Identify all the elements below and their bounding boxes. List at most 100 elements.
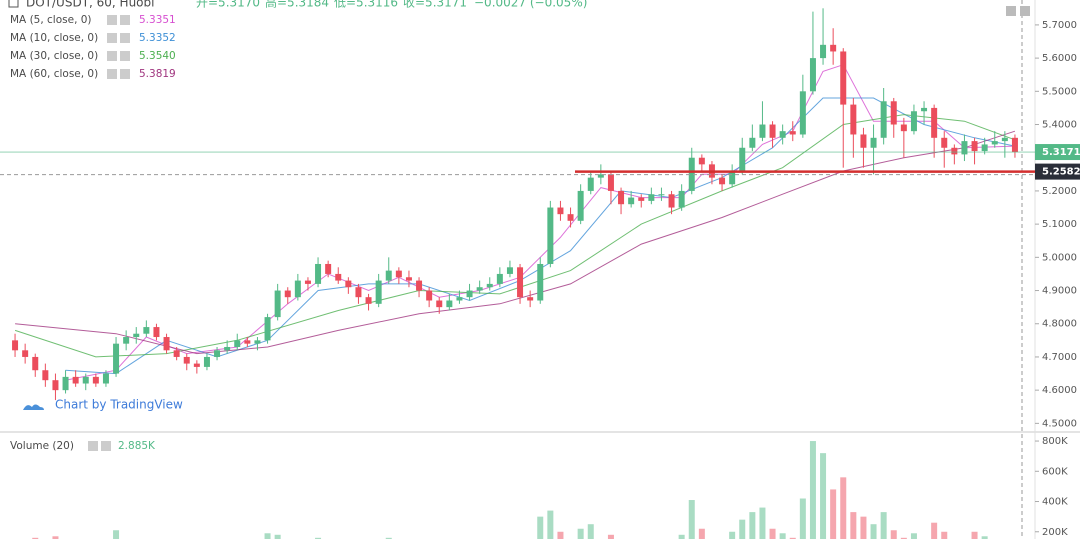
ma-value: 5.3819	[139, 68, 176, 80]
overlay	[0, 151, 1035, 176]
ma-value: 5.3540	[139, 50, 176, 62]
volume-bar	[587, 524, 594, 539]
candle-body	[123, 337, 130, 344]
remove-icon[interactable]	[120, 51, 130, 61]
ohlc-open: 开=5.3170	[196, 0, 260, 10]
candle-body	[527, 297, 534, 301]
candle-body	[254, 340, 261, 344]
candle-body	[405, 277, 412, 281]
ma-name: MA (30, close, 0)	[10, 50, 98, 62]
plot-area	[12, 8, 1018, 539]
candle-body	[668, 194, 675, 208]
candle-body	[284, 290, 291, 298]
candle-body	[628, 197, 635, 205]
candle-body	[769, 124, 776, 138]
ma-line	[15, 130, 1016, 355]
candle-body	[62, 376, 69, 391]
candle-body	[436, 300, 443, 308]
volume-bar	[52, 536, 59, 539]
candle-body	[759, 124, 766, 138]
y-tick-label: 4.7000	[1042, 352, 1077, 363]
settings-icon[interactable]	[88, 441, 98, 451]
volume-bar	[799, 498, 806, 539]
volume-bar	[971, 531, 978, 539]
volume-bar	[577, 528, 584, 539]
settings-icon[interactable]	[107, 69, 117, 79]
candle-body	[214, 350, 221, 357]
candle-body	[335, 273, 342, 281]
candle-body	[72, 376, 79, 384]
candle-body	[234, 340, 241, 347]
candle-body	[951, 147, 958, 155]
candle-body	[153, 327, 160, 338]
candle-body	[931, 107, 938, 138]
remove-icon[interactable]	[120, 33, 130, 43]
candle-body	[193, 363, 200, 367]
candle-body	[325, 263, 332, 274]
ma-name: MA (5, close, 0)	[10, 14, 92, 26]
y-tick-label: 5.0000	[1042, 252, 1077, 263]
candle-body	[1001, 137, 1008, 142]
y-tick-label: 5.7000	[1042, 20, 1077, 31]
y-tick-label: 5.6000	[1042, 53, 1077, 64]
volume-bar	[274, 534, 281, 539]
candle-body	[638, 197, 645, 201]
candle-body	[779, 131, 786, 138]
volume-bar	[729, 531, 736, 539]
volume-bar	[931, 522, 938, 539]
candle-body	[264, 317, 271, 341]
settings-icon[interactable]	[107, 51, 117, 61]
candle-body	[486, 283, 493, 288]
watermark-text[interactable]: Chart by TradingView	[55, 398, 183, 412]
candle-body	[840, 51, 847, 105]
y-tick-label: 4.8000	[1042, 319, 1077, 330]
volume-title: Volume (20)	[10, 440, 74, 452]
candle-body	[830, 44, 837, 52]
volume-tick-label: 600K	[1042, 466, 1068, 477]
volume-bar	[820, 453, 827, 539]
candle-body	[607, 174, 614, 191]
ma-value: 5.3352	[139, 32, 176, 44]
candle-body	[32, 356, 39, 371]
pane-button[interactable]	[1006, 6, 1016, 16]
y-tick-label: 4.9000	[1042, 286, 1077, 297]
candle-body	[133, 333, 140, 338]
settings-icon[interactable]	[107, 33, 117, 43]
candle-body	[42, 370, 49, 381]
volume-bar	[678, 534, 685, 539]
y-tick-label: 5.2000	[1042, 186, 1077, 197]
candle-body	[890, 101, 897, 125]
candle-body	[274, 290, 281, 318]
remove-icon[interactable]	[120, 15, 130, 25]
volume-bar	[900, 537, 907, 539]
volume-bar	[315, 537, 322, 539]
candle-body	[981, 144, 988, 152]
ma-value: 5.3351	[139, 14, 176, 26]
y-tick-label: 5.5000	[1042, 86, 1077, 97]
pane-button[interactable]	[1020, 6, 1030, 16]
volume-bar	[264, 533, 271, 539]
volume-bar	[607, 534, 614, 539]
candle-body	[698, 157, 705, 165]
ma-name: MA (60, close, 0)	[10, 68, 98, 80]
candle-body	[224, 346, 231, 351]
candle-body	[577, 190, 584, 221]
y-tick-label: 4.6000	[1042, 385, 1077, 396]
legend: MA (5, close, 0) 5.3351 MA (10, close, 0) 5…	[10, 14, 176, 80]
y-tick-label: 5.1000	[1042, 219, 1077, 230]
candle-body	[688, 157, 695, 191]
volume-bar	[749, 512, 756, 539]
candle-body	[910, 111, 917, 132]
candle-body	[506, 267, 513, 274]
candle-body	[496, 273, 503, 284]
volume-bar	[850, 512, 857, 539]
candle-body	[860, 134, 867, 148]
candle-body	[547, 207, 554, 264]
candle-body	[304, 280, 311, 284]
settings-icon[interactable]	[107, 15, 117, 25]
collapse-icon[interactable]	[8, 0, 19, 8]
remove-icon[interactable]	[120, 69, 130, 79]
candle-body	[648, 194, 655, 201]
remove-icon[interactable]	[101, 441, 111, 451]
candle-body	[719, 177, 726, 185]
